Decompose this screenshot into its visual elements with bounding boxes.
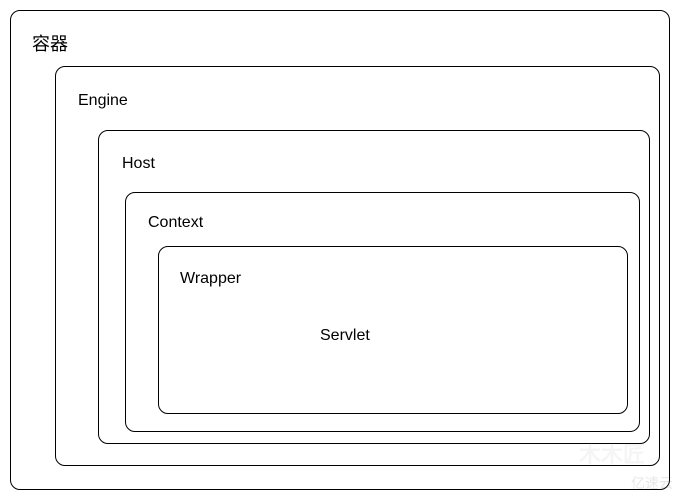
servlet-label: Servlet	[320, 327, 370, 345]
engine-label: Engine	[78, 92, 128, 110]
container-label: 容器	[32, 30, 68, 56]
wrapper-label: Wrapper	[180, 270, 241, 288]
host-label: Host	[122, 155, 155, 173]
watermark-secondary: 木木匠	[579, 437, 645, 469]
watermark-primary: 亿速云	[631, 473, 673, 493]
context-label: Context	[148, 214, 203, 232]
